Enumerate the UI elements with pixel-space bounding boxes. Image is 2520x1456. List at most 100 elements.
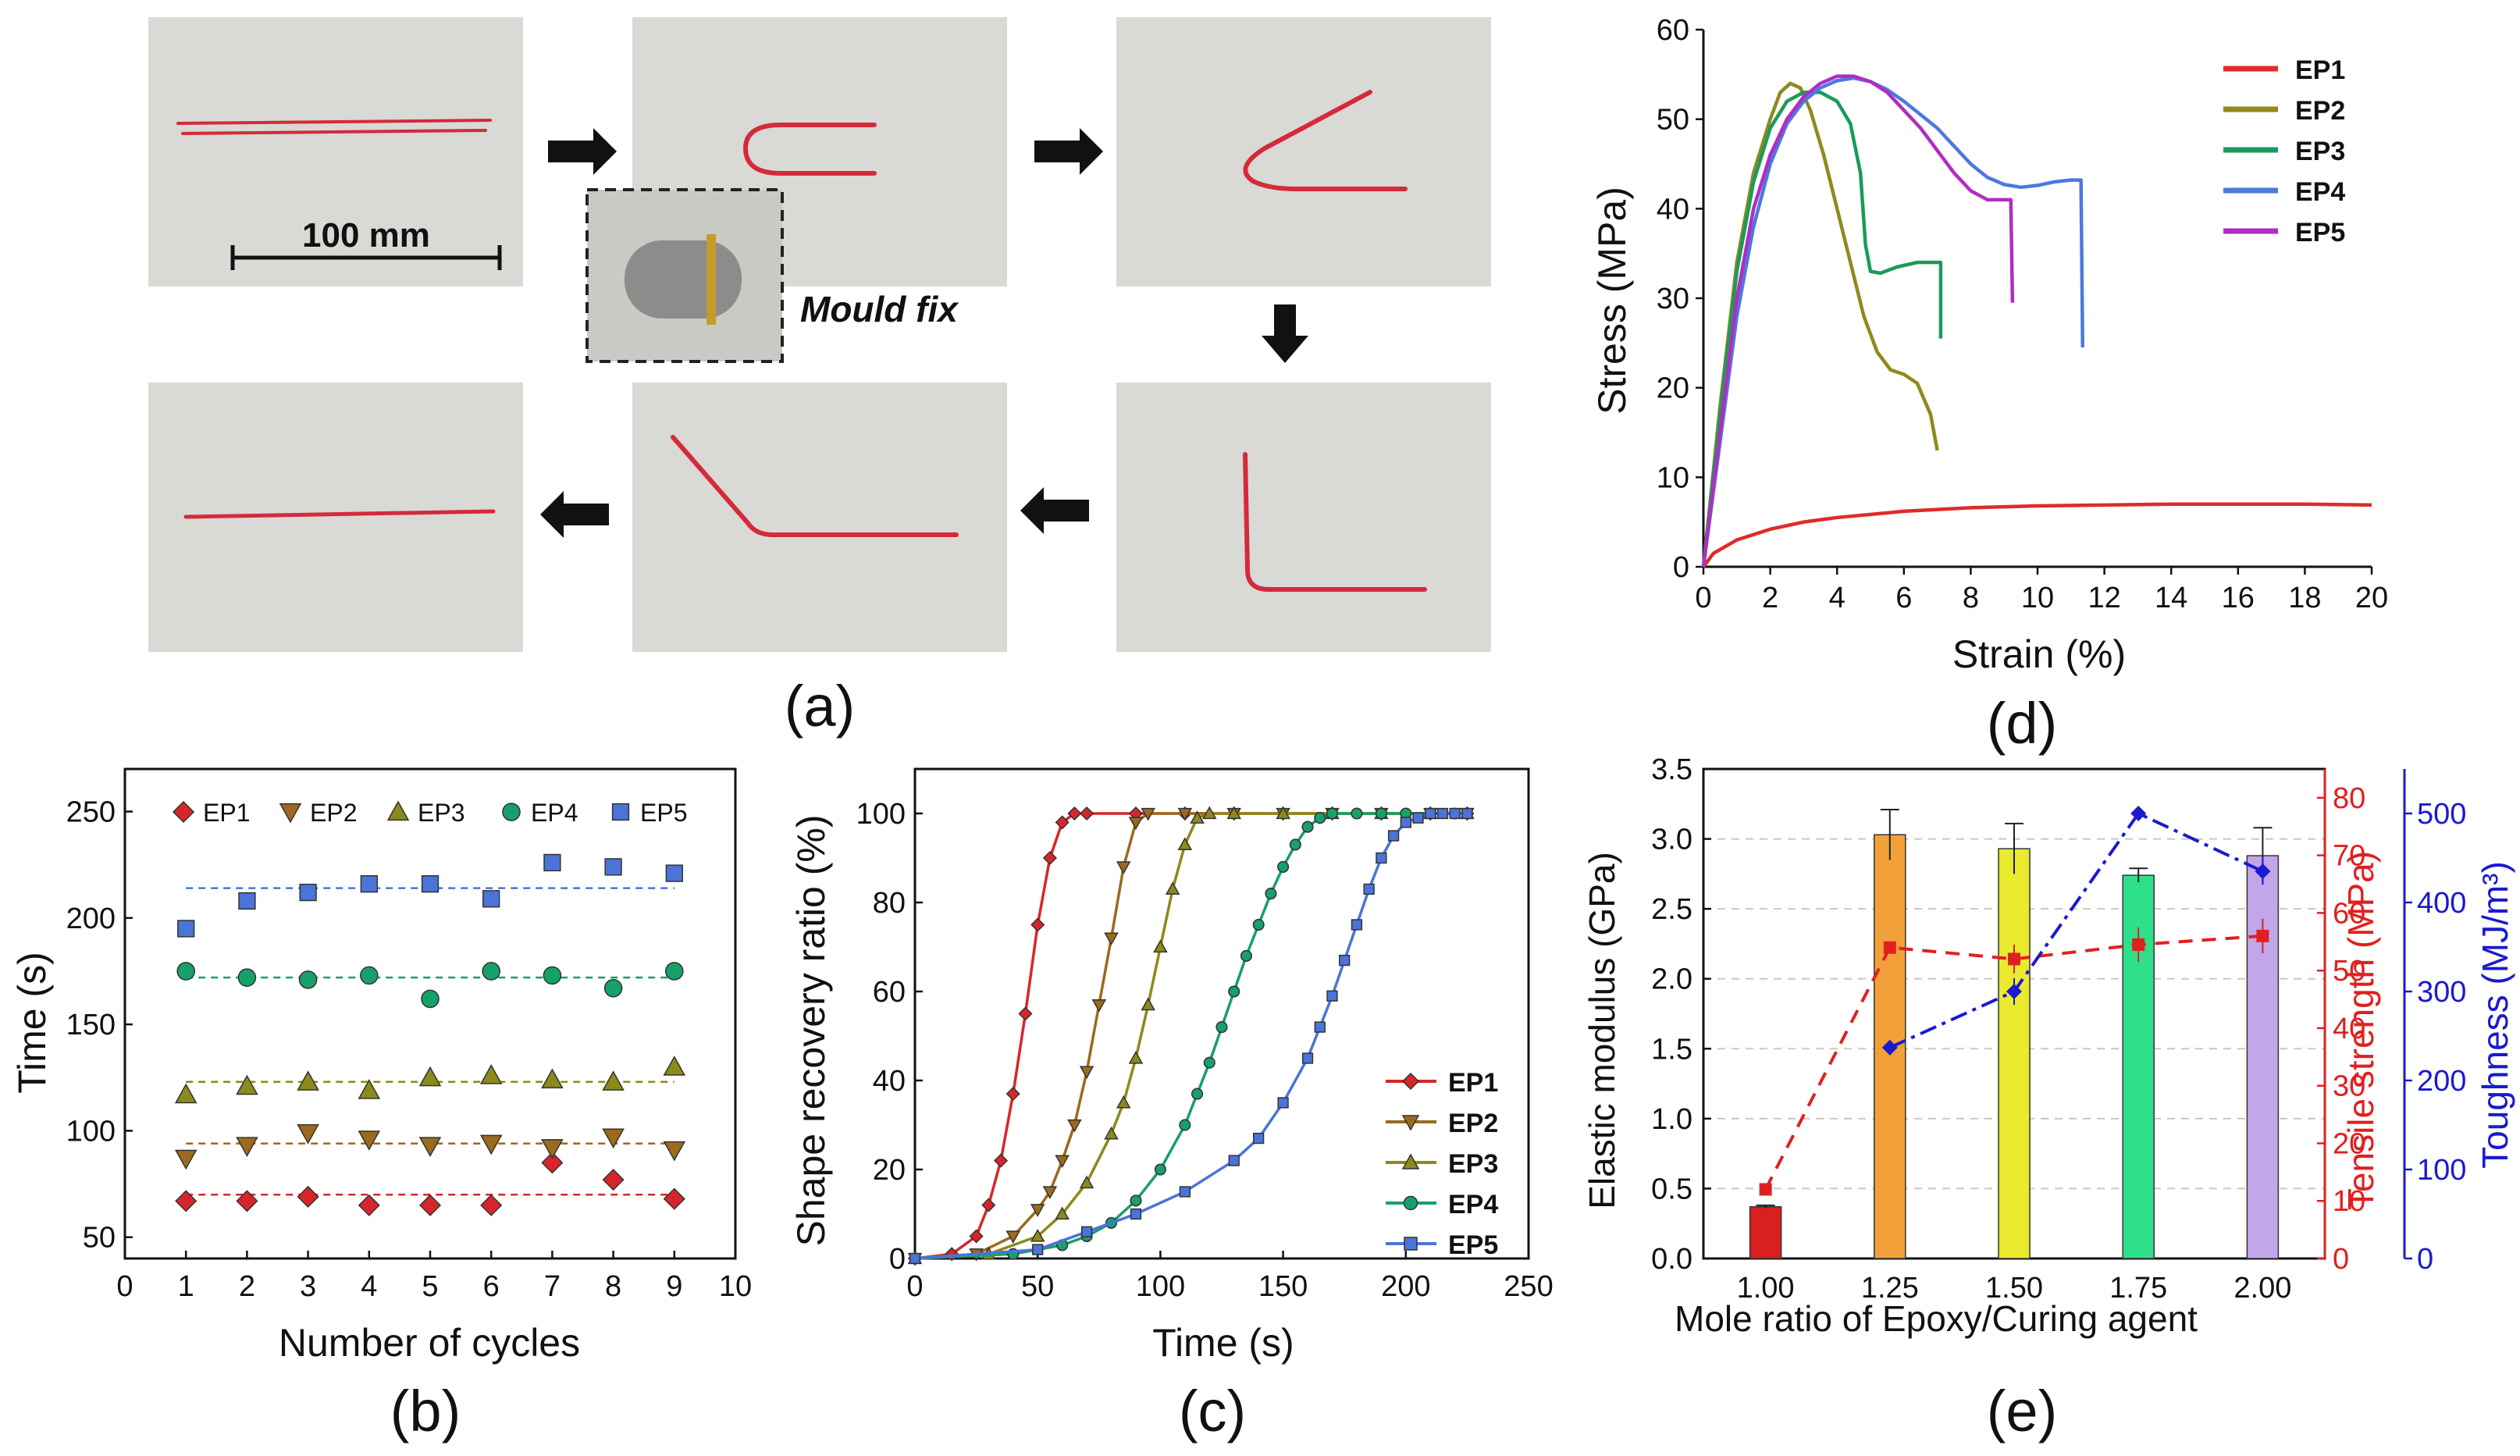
d-xtick-label: 18: [2288, 582, 2321, 614]
c-point-EP5: [1351, 919, 1363, 931]
b-legend-marker-EP3: [386, 800, 410, 821]
e-ytick-left-label: 3.0: [1651, 824, 1692, 856]
c-point-EP4: [1216, 1021, 1228, 1034]
e-ytick-right1-label: 30: [2333, 1070, 2365, 1103]
e-xtick-label: 2.00: [2233, 1272, 2291, 1305]
e-xtick-label: 1.00: [1737, 1272, 1795, 1305]
c-point-EP5: [909, 1252, 921, 1265]
b-axes: 0 1 2 3 4 5 6 7 8 9 10 50 100 150 200 250: [66, 767, 752, 1303]
b-xtick-label: 3: [300, 1270, 316, 1303]
b-point-EP1: [602, 1169, 625, 1191]
b-legend-marker-EP4: [502, 803, 521, 821]
c-xtick-label: 50: [1021, 1270, 1054, 1303]
e-tensile-point: [1759, 1183, 1772, 1196]
c-point-EP3: [1030, 1228, 1045, 1242]
c-point-EP5: [1253, 1132, 1265, 1145]
d-xtick-label: 4: [1829, 582, 1846, 614]
e-ytick-right1-label: 70: [2333, 840, 2365, 873]
inset-caption: Mould fix: [800, 289, 959, 329]
d-xtick-label: 14: [2155, 582, 2187, 614]
c-axes: 0 50 100 150 200 250 0 20 40 60 80 100: [856, 767, 1554, 1303]
c-line-EP3: [914, 812, 1468, 1260]
b-point-EP1: [297, 1185, 319, 1209]
c-point-EP4: [1240, 949, 1252, 962]
e-tensile-point: [1883, 941, 1896, 954]
c-point-EP1: [1006, 1087, 1020, 1102]
e-toughness-point: [1881, 1039, 1898, 1056]
c-point-EP4: [1191, 1088, 1204, 1100]
c-point-EP1: [1030, 917, 1045, 932]
panel-label-a: (a): [785, 674, 855, 739]
d-legend-label-EP4: EP4: [2295, 177, 2345, 207]
b-point-EP1: [480, 1194, 503, 1216]
panel-label-b: (b): [390, 1379, 461, 1444]
scale-bar-label: 100 mm: [302, 216, 430, 255]
b-point-EP3: [174, 1083, 198, 1104]
photo-4-l-shape: [1116, 383, 1491, 652]
b-point-EP2: [174, 1149, 198, 1170]
panel-d-stress-strain: 0 2 4 6 8 10 12 14 16 18 20 0 10 20 30 40 50 60 EP1 EP2 EP3…: [1590, 14, 2388, 756]
c-line-EP1: [914, 812, 1468, 1260]
d-legend-label-EP2: EP2: [2295, 96, 2345, 126]
b-point-EP4: [360, 966, 379, 985]
e-ytick-right2-label: 100: [2417, 1154, 2466, 1187]
panel-label-d: (d): [1987, 691, 2057, 756]
e-xlabel: Mole ratio of Epoxy/Curing agent: [1675, 1298, 2198, 1339]
c-point-EP3: [1116, 1095, 1131, 1109]
c-line-EP5: [914, 812, 1468, 1260]
c-line-EP2: [914, 812, 1468, 1260]
e-xtick-label: 1.25: [1861, 1272, 1919, 1305]
e-ytick-right2-label: 500: [2417, 798, 2466, 831]
b-point-EP1: [418, 1194, 442, 1216]
d-xtick-label: 16: [2222, 582, 2255, 614]
c-point-EP5: [1425, 807, 1436, 820]
specimen-v: [1243, 90, 1408, 191]
c-point-EP5: [1179, 1186, 1191, 1198]
c-point-EP4: [1326, 807, 1339, 820]
e-ytick-right2-label: 0: [2417, 1243, 2433, 1276]
d-ylabel: Stress (MPa): [1590, 187, 1634, 415]
b-legend-label-EP5: EP5: [640, 799, 687, 827]
d-legend: EP1 EP2 EP3 EP4 EP5: [2223, 55, 2345, 247]
c-legend-label-EP5: EP5: [1448, 1230, 1498, 1260]
b-ytick-label: 150: [66, 1009, 116, 1041]
c-point-EP4: [1289, 838, 1301, 851]
c-point-EP5: [1339, 954, 1351, 967]
c-legend-label-EP1: EP1: [1448, 1068, 1498, 1098]
c-point-EP5: [1412, 812, 1424, 824]
inset-mould-block: [625, 240, 742, 319]
e-ylabel-right1: Tensile strength (MPa): [2340, 851, 2381, 1210]
e-ylabel-left: Elastic modulus (GPa): [1582, 852, 1622, 1209]
b-point-EP4: [298, 970, 318, 989]
b-point-EP5: [482, 890, 500, 908]
b-points: [174, 853, 686, 1216]
c-point-EP5: [1363, 883, 1375, 895]
c-point-EP5: [1314, 1021, 1326, 1033]
c-point-EP5: [1387, 830, 1400, 842]
c-ytick-label: 60: [873, 976, 906, 1009]
b-point-EP4: [421, 989, 440, 1009]
b-point-EP1: [541, 1152, 564, 1174]
c-point-EP5: [1277, 1097, 1289, 1109]
b-point-EP4: [543, 966, 562, 985]
d-ytick-label: 20: [1657, 372, 1689, 405]
b-legend-label-EP1: EP1: [203, 799, 250, 827]
c-legend-label-EP3: EP3: [1448, 1149, 1498, 1179]
b-point-EP3: [541, 1068, 564, 1089]
c-point-EP1: [1042, 850, 1057, 866]
e-lines: [1759, 806, 2271, 1196]
panel-label-e: (e): [1987, 1379, 2057, 1444]
c-point-EP1: [981, 1198, 996, 1212]
c-point-EP5: [1080, 1226, 1093, 1237]
c-point-EP1: [1067, 806, 1082, 821]
c-legend-marker-EP3: [1401, 1153, 1420, 1169]
c-point-EP2: [1055, 1155, 1070, 1169]
c-legend-marker-EP5: [1404, 1237, 1418, 1251]
c-point-EP3: [1079, 1175, 1094, 1189]
c-point-EP1: [993, 1153, 1009, 1168]
c-point-EP3: [1202, 806, 1217, 820]
d-legend-label-EP5: EP5: [2295, 218, 2345, 247]
b-point-EP5: [421, 875, 440, 893]
c-point-EP3: [1226, 806, 1241, 820]
